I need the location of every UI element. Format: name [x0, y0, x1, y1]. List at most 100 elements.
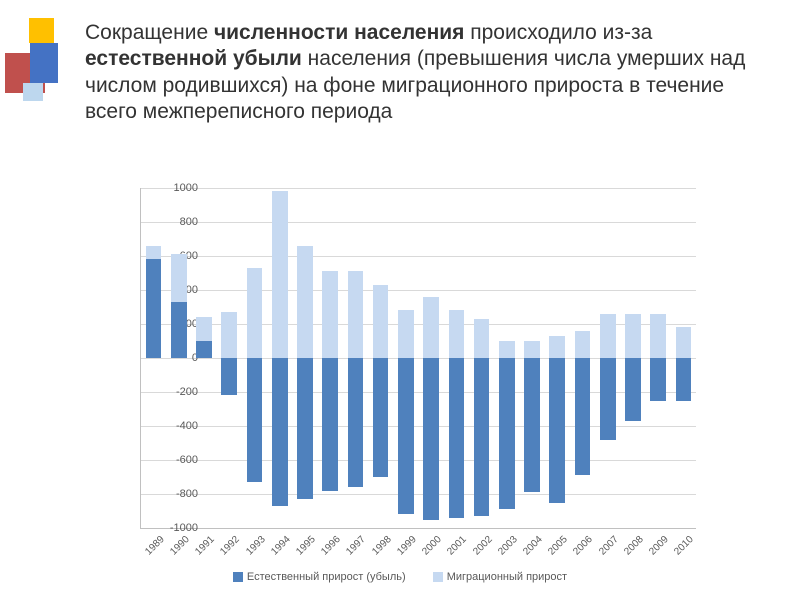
bar-migration	[449, 310, 465, 358]
bar-natural	[247, 358, 263, 482]
legend-label-natural: Естественный прирост (убыль)	[247, 571, 406, 583]
title-part-4: естественной убыли	[85, 47, 302, 70]
x-tick-label: 2000	[415, 534, 444, 563]
legend: Естественный прирост (убыль) Миграционны…	[90, 571, 710, 583]
slide: Сокращение численности населения происхо…	[0, 0, 800, 600]
plot-area	[140, 188, 696, 529]
y-tick-label: -1000	[158, 522, 198, 534]
x-tick-label: 2005	[541, 534, 570, 563]
bar-migration	[373, 285, 389, 358]
x-tick-label: 2002	[465, 534, 494, 563]
x-tick-label: 2003	[491, 534, 520, 563]
bar-natural	[171, 302, 187, 358]
bar-natural	[146, 259, 162, 358]
x-tick-label: 2008	[617, 534, 646, 563]
bar-group	[575, 188, 591, 528]
bar-group	[650, 188, 666, 528]
x-tick-label: 1992	[213, 534, 242, 563]
bar-natural	[474, 358, 490, 516]
x-tick-label: 1999	[390, 534, 419, 563]
bar-natural	[600, 358, 616, 440]
decor-blue-rect	[30, 43, 58, 83]
bar-migration	[676, 327, 692, 358]
bar-migration	[499, 341, 515, 358]
bar-migration	[221, 312, 237, 358]
bar-migration	[146, 246, 162, 260]
bar-group	[676, 188, 692, 528]
y-tick-label: 1000	[158, 182, 198, 194]
bar-group	[398, 188, 414, 528]
bar-migration	[423, 297, 439, 358]
bar-group	[348, 188, 364, 528]
bar-natural	[676, 358, 692, 401]
bar-natural	[297, 358, 313, 499]
bar-group	[549, 188, 565, 528]
bar-natural	[499, 358, 515, 509]
bar-migration	[575, 331, 591, 358]
x-tick-label: 1989	[137, 534, 166, 563]
bar-group	[524, 188, 540, 528]
decor-shapes	[5, 18, 65, 113]
bar-group	[247, 188, 263, 528]
bar-migration	[171, 254, 187, 302]
x-tick-label: 2006	[566, 534, 595, 563]
bar-natural	[549, 358, 565, 503]
legend-label-migration: Миграционный прирост	[447, 571, 567, 583]
bar-natural	[650, 358, 666, 401]
x-tick-label: 2007	[591, 534, 620, 563]
gridline	[141, 290, 696, 291]
bar-migration	[474, 319, 490, 358]
x-tick-label: 2004	[516, 534, 545, 563]
bar-group	[449, 188, 465, 528]
legend-item-migration: Миграционный прирост	[433, 571, 567, 583]
bar-group	[373, 188, 389, 528]
bar-group	[625, 188, 641, 528]
bar-natural	[524, 358, 540, 492]
x-tick-label: 1994	[264, 534, 293, 563]
y-tick-label: -400	[158, 420, 198, 432]
bar-migration	[549, 336, 565, 358]
x-axis-labels: 1989199019911992199319941995199619971998…	[140, 530, 695, 570]
gridline	[141, 256, 696, 257]
bar-migration	[524, 341, 540, 358]
bar-migration	[297, 246, 313, 358]
bar-migration	[196, 317, 212, 341]
title-part-3: происходило из-за	[464, 21, 652, 44]
slide-title: Сокращение численности населения происхо…	[85, 20, 750, 125]
x-tick-label: 1997	[339, 534, 368, 563]
x-tick-label: 1996	[314, 534, 343, 563]
bar-natural	[625, 358, 641, 421]
bar-natural	[348, 358, 364, 487]
legend-item-natural: Естественный прирост (убыль)	[233, 571, 406, 583]
x-tick-label: 1995	[289, 534, 318, 563]
x-tick-label: 1991	[188, 534, 217, 563]
bar-group	[221, 188, 237, 528]
title-part-2: численности населения	[214, 21, 464, 44]
y-tick-label: -200	[158, 386, 198, 398]
bar-natural	[373, 358, 389, 477]
bar-natural	[221, 358, 237, 395]
bar-natural	[196, 341, 212, 358]
gridline	[141, 460, 696, 461]
bar-migration	[247, 268, 263, 358]
x-tick-label: 1998	[364, 534, 393, 563]
population-chart: 1989199019911992199319941995199619971998…	[90, 188, 710, 583]
bar-group	[322, 188, 338, 528]
bar-group	[600, 188, 616, 528]
bar-natural	[575, 358, 591, 475]
gridline	[141, 222, 696, 223]
bar-migration	[398, 310, 414, 358]
bar-natural	[272, 358, 288, 506]
x-tick-label: 2001	[440, 534, 469, 563]
x-tick-label: 2010	[667, 534, 696, 563]
bar-migration	[600, 314, 616, 358]
bar-natural	[322, 358, 338, 491]
legend-swatch-migration	[433, 572, 443, 582]
x-tick-label: 1993	[238, 534, 267, 563]
bar-migration	[272, 191, 288, 358]
bar-natural	[423, 358, 439, 520]
bar-migration	[650, 314, 666, 358]
bar-group	[423, 188, 439, 528]
bar-migration	[322, 271, 338, 358]
bar-group	[499, 188, 515, 528]
